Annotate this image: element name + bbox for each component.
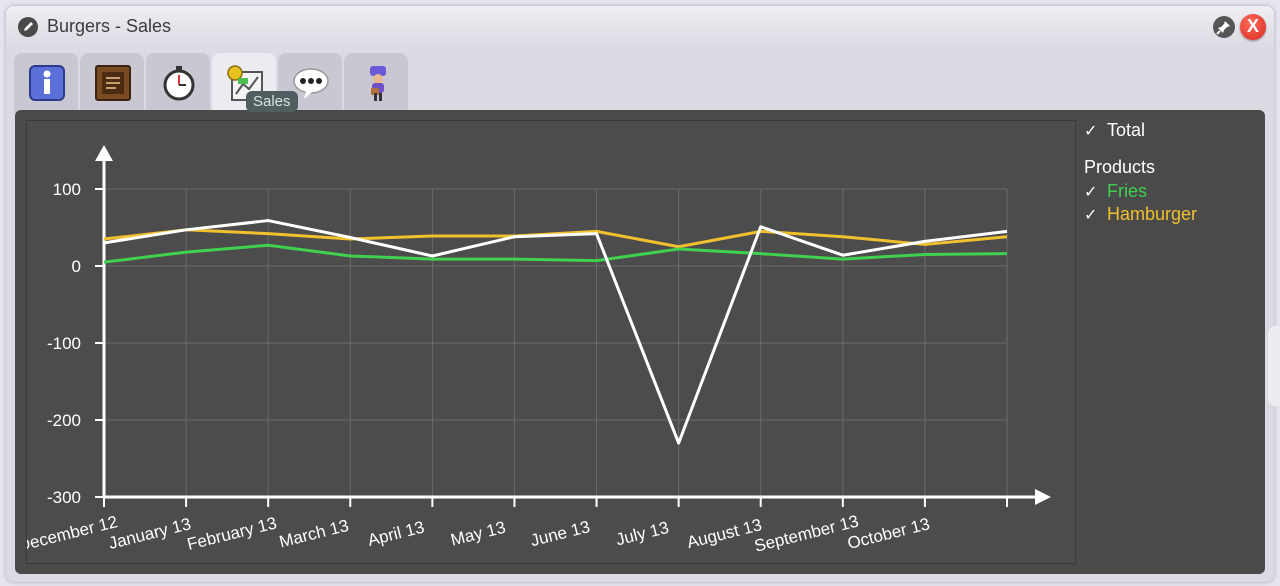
tab-staff[interactable] — [344, 53, 408, 113]
info-icon — [29, 65, 65, 101]
products-heading-text: Products — [1084, 157, 1156, 177]
chart-legend: ✓ Total Products ✓ Fries ✓ Hamburger — [1084, 120, 1264, 227]
y-axis-arrow — [95, 145, 113, 161]
y-tick-label: -100 — [47, 334, 81, 353]
stopwatch-icon — [163, 66, 195, 101]
staff-figure-icon — [370, 66, 386, 101]
side-drawer-handle[interactable] — [1268, 326, 1280, 406]
sales-chart-area: 100 0 -100 -200 -300 December 12 January 13 Feb… — [16, 120, 1076, 564]
legend-hamburger-label: Hamburger — [1107, 204, 1198, 224]
legend-hamburger-toggle[interactable]: ✓ Hamburger — [1084, 204, 1264, 227]
x-tick-label: August 13 — [685, 515, 764, 552]
x-tick-label: February 13 — [185, 513, 279, 554]
x-tick-label: September 13 — [752, 512, 860, 556]
x-tick-label: May 13 — [449, 518, 508, 550]
close-icon: X — [1246, 16, 1259, 36]
series-line-hamburger — [103, 228, 1008, 249]
x-axis-arrow — [1035, 489, 1051, 505]
y-tick-label: 100 — [53, 180, 81, 199]
checkmark-icon: ✓ — [1084, 207, 1098, 224]
legend-fries-toggle[interactable]: ✓ Fries — [1084, 181, 1264, 204]
tab-timer[interactable] — [146, 53, 210, 113]
tab-recipe[interactable] — [80, 53, 144, 113]
x-tick-label: June 13 — [529, 517, 592, 550]
legend-products-heading: Products — [1084, 157, 1264, 181]
close-button[interactable]: X — [1240, 14, 1266, 40]
tab-sales[interactable] — [212, 53, 276, 113]
window-title: Burgers - Sales — [47, 16, 172, 36]
y-tick-label: -300 — [47, 488, 81, 507]
legend-fries-label: Fries — [1107, 181, 1147, 201]
series-line-fries — [103, 243, 1008, 264]
speech-bubble-icon — [293, 68, 329, 99]
checkmark-icon: ✓ — [1084, 184, 1098, 201]
series-line-total — [103, 219, 1008, 445]
recipe-board-icon — [95, 65, 131, 101]
tab-info[interactable] — [14, 53, 78, 113]
x-tick-label: July 13 — [614, 518, 671, 549]
y-tick-label: 0 — [72, 257, 81, 276]
sales-window: Burgers - Sales X — [6, 6, 1274, 582]
checkmark-icon: ✓ — [1084, 123, 1098, 140]
title-bar[interactable]: Burgers - Sales X — [6, 6, 1274, 46]
x-tick-label: January 13 — [107, 514, 193, 553]
x-tick-label: March 13 — [277, 516, 350, 552]
edit-pencil-icon[interactable] — [18, 17, 38, 37]
x-tick-label: October 13 — [845, 514, 931, 553]
x-tick-label: December 12 — [27, 512, 119, 555]
legend-total-label: Total — [1107, 120, 1146, 140]
pin-icon[interactable] — [1213, 16, 1235, 38]
x-tick-label: April 13 — [366, 517, 427, 549]
y-tick-label: -200 — [47, 411, 81, 430]
legend-total-toggle[interactable]: ✓ Total — [1084, 120, 1264, 143]
sales-tab-tooltip: Sales — [246, 91, 298, 112]
